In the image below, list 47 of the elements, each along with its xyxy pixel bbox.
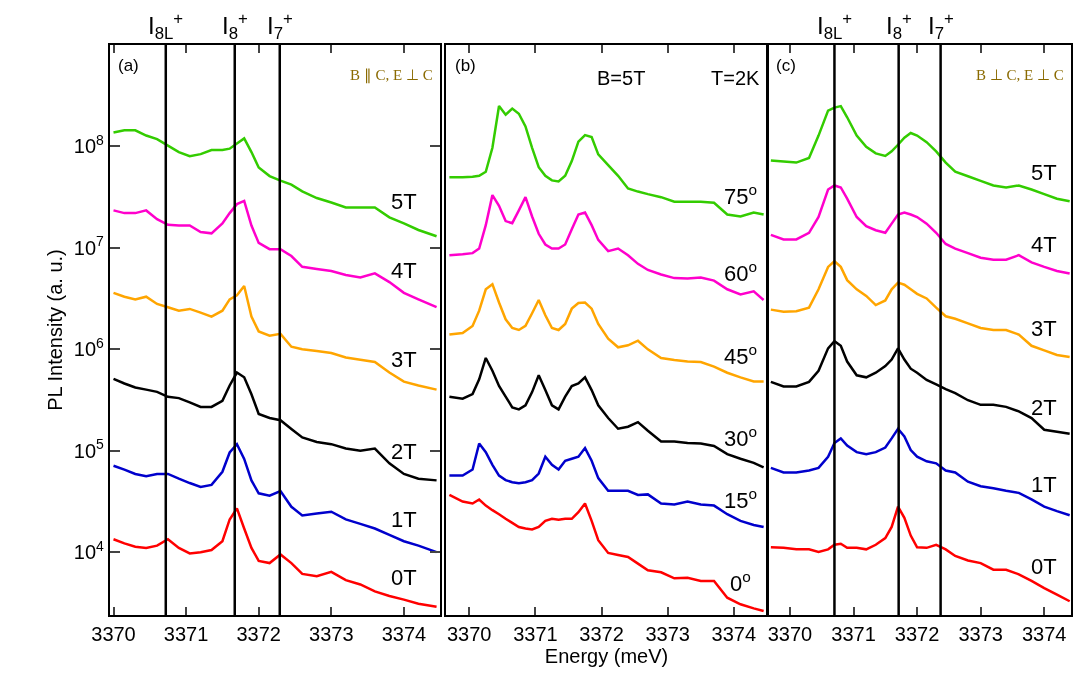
series-label: 0T: [1031, 554, 1057, 579]
y-tick-label: 10$^{7}$: [73, 233, 105, 259]
x-tick-label: 3371: [513, 623, 558, 645]
text: (b): [455, 56, 476, 75]
x-tick-label: 3372: [894, 623, 940, 645]
series-label: 2T: [391, 439, 417, 464]
x-axis-title: Energy (meV): [544, 645, 669, 667]
x-tick-label: 3374: [381, 623, 427, 645]
x-tick-label: 3370: [447, 623, 492, 645]
series-label: 75$^{o}$: [724, 181, 758, 210]
x-tick-label: 3370: [91, 623, 136, 645]
series-label: 1T: [1031, 472, 1057, 497]
series-label: 60$^{o}$: [724, 258, 758, 287]
x-tick-label: 3373: [309, 623, 354, 645]
x-tick-label: 3372: [579, 623, 624, 645]
text: B=5T: [597, 67, 646, 89]
annotation: (a): [118, 56, 139, 75]
text: (c): [776, 56, 796, 75]
y-tick-label: 10$^{6}$: [73, 334, 105, 361]
series-label: 5T: [391, 189, 417, 214]
series-label: 4T: [1031, 232, 1057, 257]
x-tick-label: 3371: [163, 623, 209, 645]
x-tick-label: 3372: [236, 623, 281, 645]
series-label: 1T: [391, 507, 417, 532]
text: B ⊥ C, E ⊥ C: [976, 67, 1064, 83]
x-tick-label: 3374: [1021, 623, 1067, 645]
series-label: 3T: [1031, 316, 1057, 341]
x-tick-label: 3373: [645, 623, 690, 645]
series-label: 4T: [391, 258, 417, 283]
series-label: 30$^{o}$: [724, 423, 758, 452]
y-tick-label: 10$^{8}$: [73, 132, 105, 158]
series-label: 2T: [1031, 395, 1057, 420]
y-tick-label: 10$^{4}$: [73, 537, 105, 564]
series-label: 0$^{o}$: [730, 568, 751, 597]
x-tick-label: 3370: [767, 623, 813, 645]
text: T=2K: [711, 67, 761, 89]
series-label: 0T: [391, 565, 417, 590]
series-label: 5T: [1031, 160, 1057, 185]
x-tick-label: 3373: [958, 623, 1003, 645]
y-tick-label: 10$^{5}$: [73, 436, 105, 462]
series-label: 3T: [391, 347, 417, 372]
y-axis-title: PL Intensity (a. u.): [43, 249, 66, 411]
series-label: 45$^{o}$: [724, 341, 758, 370]
x-tick-label: 3374: [711, 623, 757, 645]
x-tick-label: 3371: [831, 623, 876, 645]
series-label: 15$^{o}$: [724, 485, 758, 514]
annotation: B ∥ C, E ⊥ C: [350, 67, 433, 84]
